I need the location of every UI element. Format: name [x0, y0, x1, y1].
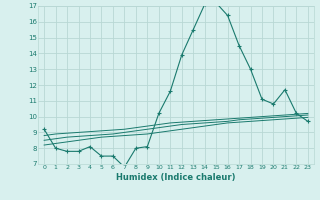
- X-axis label: Humidex (Indice chaleur): Humidex (Indice chaleur): [116, 173, 236, 182]
